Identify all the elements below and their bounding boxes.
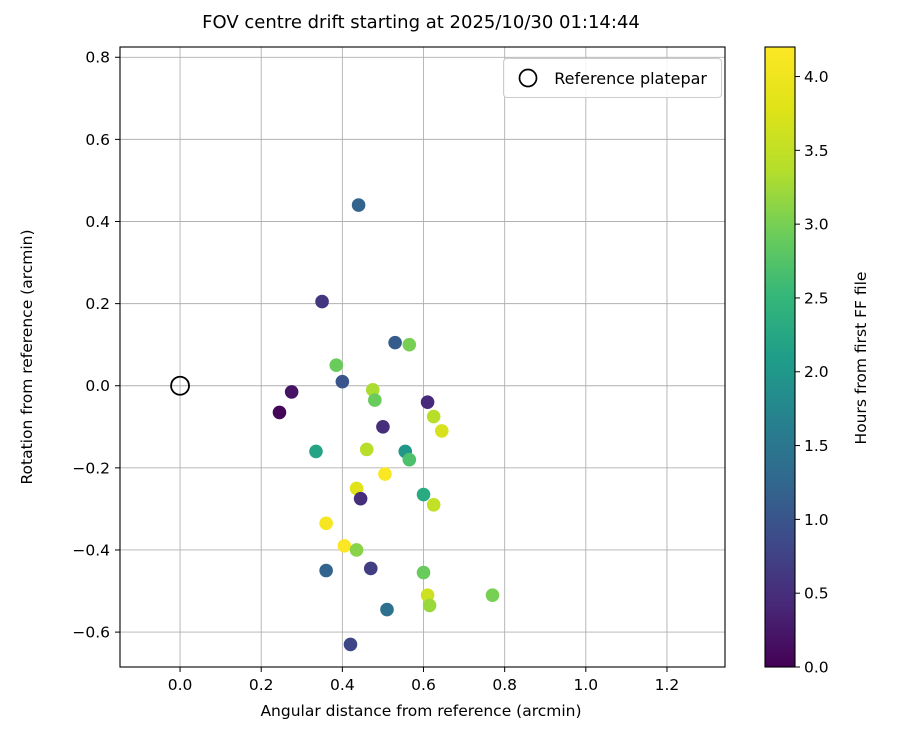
x-tick-label: 0.2: [249, 676, 274, 694]
scatter-point: [284, 385, 299, 399]
scatter-point: [426, 409, 441, 424]
scatter-point: [422, 598, 437, 613]
scatter-point: [485, 588, 500, 602]
colorbar-tick-label: 1.5: [804, 437, 829, 455]
scatter-point: [416, 487, 431, 502]
x-tick-label: 0.4: [330, 676, 355, 694]
colorbar-tick-label: 1.0: [804, 511, 829, 529]
y-tick-label: −0.4: [72, 541, 110, 559]
colorbar-tick-label: 0.0: [804, 658, 829, 676]
colorbar-label: Hours from first FF file: [852, 271, 870, 445]
scatter-point: [315, 294, 329, 309]
scatter-point: [380, 602, 394, 617]
y-tick-label: −0.6: [72, 624, 110, 642]
reference-platepar-marker-icon: [518, 68, 538, 88]
scatter-point: [353, 491, 368, 506]
legend-label: Reference platepar: [554, 68, 707, 88]
scatter-point: [319, 563, 333, 578]
scatter-point: [349, 543, 364, 557]
colorbar-tick-label: 3.5: [804, 142, 829, 160]
scatter-point: [420, 395, 435, 409]
scatter-point: [309, 444, 323, 459]
scatter-point: [363, 561, 378, 576]
scatter-point: [420, 588, 435, 602]
scatter-point: [343, 637, 358, 652]
x-tick-label: 0.0: [168, 676, 193, 694]
scatter-point: [434, 424, 449, 438]
y-tick-label: −0.2: [72, 459, 110, 477]
y-axis-label: Rotation from reference (arcmin): [18, 229, 36, 485]
scatter-point: [402, 452, 417, 467]
colorbar-tick-label: 4.0: [804, 68, 829, 86]
y-tick-label: 0.0: [85, 377, 110, 395]
scatter-point: [351, 198, 366, 212]
x-tick-label: 1.0: [573, 676, 598, 694]
colorbar-frame: [764, 46, 796, 668]
colorbar-gradient: [765, 47, 795, 667]
scatter-point: [402, 337, 417, 352]
scatter-point: [416, 565, 431, 580]
scatter-point: [388, 335, 402, 350]
x-tick-label: 0.6: [411, 676, 436, 694]
scatter-point: [349, 481, 364, 496]
x-axis-label: Angular distance from reference (arcmin): [260, 702, 582, 720]
scatter-point: [378, 467, 392, 481]
y-tick-label: 0.6: [85, 131, 110, 149]
scatter-point: [272, 405, 287, 420]
colorbar-tick-label: 0.5: [804, 585, 829, 603]
x-tick-label: 1.2: [655, 676, 680, 694]
scatter-point: [368, 393, 382, 407]
reference-platepar-marker: [170, 375, 190, 396]
colorbar-tick-label: 2.0: [804, 363, 829, 381]
y-tick-label: 0.2: [85, 295, 110, 313]
x-tick-label: 0.8: [492, 676, 517, 694]
scatter-point: [359, 442, 374, 457]
scatter-point: [335, 374, 350, 389]
y-tick-label: 0.4: [85, 213, 110, 231]
colorbar-tick-label: 2.5: [804, 289, 829, 307]
y-tick-label: 0.8: [85, 49, 110, 67]
colorbar-tick-label: 3.0: [804, 216, 829, 234]
scatter-point: [365, 383, 380, 397]
chart-title: FOV centre drift starting at 2025/10/30 …: [202, 12, 640, 33]
plot-frame: [119, 46, 726, 668]
scatter-point: [319, 516, 333, 531]
legend: Reference platepar: [503, 58, 722, 98]
scatter-point: [426, 498, 441, 512]
scatter-point: [337, 539, 352, 553]
scatter-point: [329, 358, 344, 373]
scatter-point: [376, 420, 390, 434]
